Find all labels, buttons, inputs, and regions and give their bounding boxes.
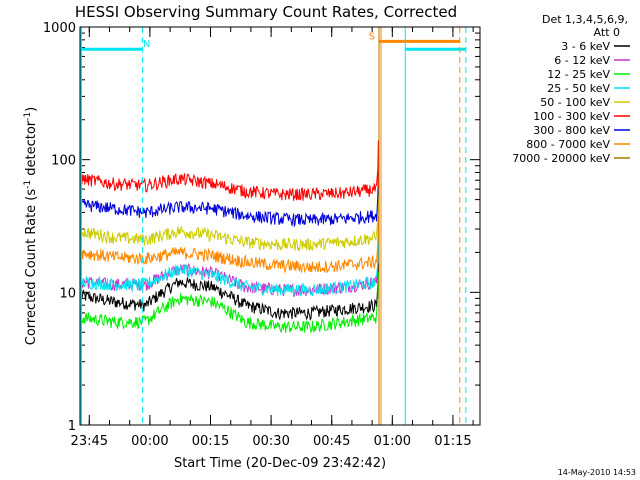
- y-tick-label: 10: [59, 286, 76, 301]
- vertical-markers: [80, 27, 467, 425]
- flag-label: S: [369, 31, 375, 42]
- legend-label: 800 - 7000 keV: [526, 138, 610, 151]
- x-axis: 23:45 00:00 00:15 00:30 00:45 01:00 01:15: [71, 27, 474, 449]
- chart-title: HESSI Observing Summary Count Rates, Cor…: [75, 3, 457, 21]
- y-axis-label: Corrected Count Rate (s-1 detector-1): [23, 107, 39, 345]
- legend-label: 6 - 12 keV: [554, 54, 610, 67]
- legend-label: 7000 - 20000 keV: [512, 152, 610, 165]
- series-line: [80, 259, 379, 322]
- footer-date: 14-May-2010 14:53: [558, 468, 636, 477]
- x-tick-label: 00:15: [192, 434, 229, 449]
- x-tick-label: 00:00: [131, 434, 168, 449]
- plot-frame: [79, 26, 481, 426]
- series-line: [81, 143, 379, 201]
- x-tick-label: 00:45: [313, 434, 350, 449]
- flag-group: NS: [80, 31, 466, 51]
- x-tick-label: 01:15: [434, 434, 471, 449]
- y-tick-label: 100: [51, 154, 76, 169]
- y-axis: 1 10 100 1000: [43, 21, 480, 434]
- legend-header-2: Att 0: [594, 26, 620, 39]
- x-tick-label: 23:45: [71, 434, 108, 449]
- x-tick-label: 01:00: [374, 434, 411, 449]
- legend-label: 12 - 25 keV: [547, 68, 610, 81]
- series-line: [80, 191, 379, 252]
- legend-label: 50 - 100 keV: [540, 96, 610, 109]
- legend-label: 25 - 50 keV: [547, 82, 610, 95]
- legend-label: 3 - 6 keV: [561, 40, 610, 53]
- legend-label: 300 - 800 keV: [533, 124, 610, 137]
- x-axis-label: Start Time (20-Dec-09 23:42:42): [174, 456, 386, 471]
- series-line: [80, 236, 379, 297]
- series-line: [80, 216, 379, 274]
- series-line: [80, 169, 379, 228]
- series-line: [80, 271, 379, 335]
- y-tick-label: 1: [68, 419, 76, 434]
- y-tick-label: 1000: [43, 21, 76, 36]
- legend-label: 100 - 300 keV: [533, 110, 610, 123]
- legend-header-1: Det 1,3,4,5,6,9,: [542, 13, 628, 26]
- x-tick-label: 00:30: [252, 434, 289, 449]
- flag-label: N: [143, 39, 150, 50]
